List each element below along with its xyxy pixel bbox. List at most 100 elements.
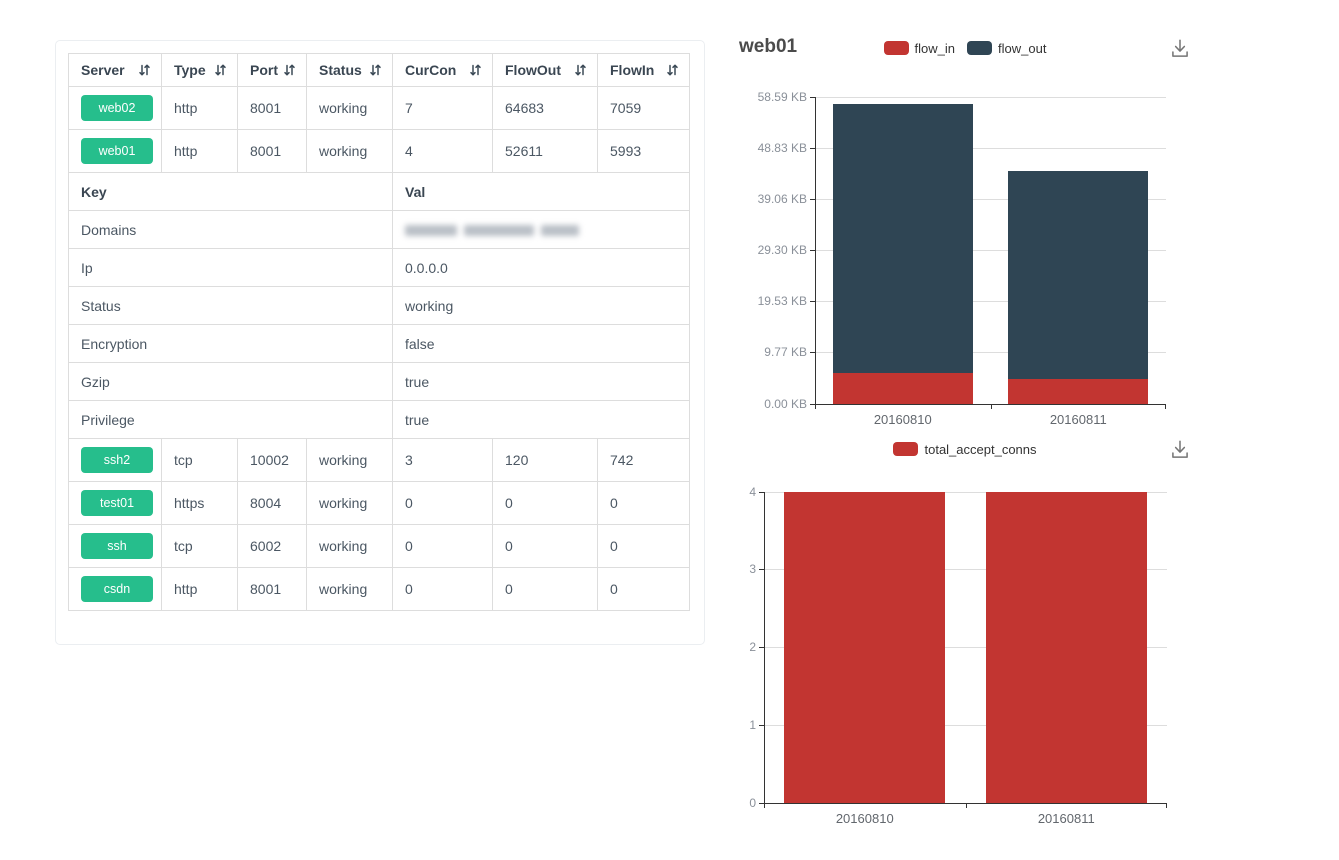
y-axis-tick [759, 569, 764, 570]
legend-label: flow_in [914, 40, 956, 56]
cell-curcon: 7 [392, 86, 493, 130]
y-axis-label: 4 [749, 485, 756, 499]
y-axis-tick [759, 725, 764, 726]
gridline [815, 97, 1166, 98]
sort-icon [575, 64, 586, 76]
server-badge[interactable]: ssh [81, 533, 153, 559]
cell-type: https [161, 481, 238, 525]
cell-port: 8001 [237, 86, 307, 130]
x-axis-label: 20160810 [835, 811, 894, 826]
column-header-status[interactable]: Status [306, 53, 393, 87]
server-badge[interactable]: test01 [81, 490, 153, 516]
gridline [764, 569, 1167, 570]
download-icon[interactable] [1168, 37, 1192, 61]
server-badge[interactable]: csdn [81, 576, 153, 602]
gridline [815, 301, 1166, 302]
column-header-server[interactable]: Server [68, 53, 162, 87]
column-header-port[interactable]: Port [237, 53, 307, 87]
y-axis-tick [810, 301, 815, 302]
download-icon [1172, 440, 1188, 458]
kv-val: 0.0.0.0 [392, 248, 690, 287]
cell-status: working [306, 129, 393, 173]
legend-label: total_accept_conns [924, 441, 1037, 457]
y-axis-tick [810, 404, 815, 405]
conns-chart-plot: 0 1 2 3 4 20160810 20160811 [749, 485, 1167, 826]
column-label: Port [250, 62, 278, 78]
kv-val: false [392, 324, 690, 363]
x-axis-label: 20160810 [873, 412, 932, 427]
gridline [764, 725, 1167, 726]
cell-curcon: 0 [392, 481, 493, 525]
download-icon [1172, 39, 1188, 57]
column-header-type[interactable]: Type [161, 53, 238, 87]
cell-flowin: 742 [597, 438, 690, 482]
sort-icon [370, 64, 381, 76]
cell-curcon: 3 [392, 438, 493, 482]
legend-item-flow_out[interactable]: flow_out [967, 41, 1046, 56]
chart1-legend: flow_in flow_out [739, 39, 1191, 57]
sort-icon [667, 64, 678, 76]
chart2-legend: total_accept_conns [739, 440, 1191, 458]
kv-key: Ip [68, 248, 393, 287]
bar-total_accept_conns-20160810 [784, 492, 946, 803]
y-axis-tick [810, 352, 815, 353]
cell-type: http [161, 567, 238, 611]
server-badge[interactable]: web02 [81, 95, 153, 121]
column-header-flowout[interactable]: FlowOut [492, 53, 598, 87]
cell-server: web02 [68, 86, 162, 130]
y-axis-label: 0.00 KB [764, 397, 807, 411]
cell-curcon: 0 [392, 567, 493, 611]
server-row-web01[interactable]: web01 http 8001 working 4 52611 5993 [68, 129, 690, 173]
server-row-ssh2[interactable]: ssh2 tcp 10002 working 3 120 742 [68, 438, 690, 482]
legend-item-total_accept_conns[interactable]: total_accept_conns [893, 441, 1037, 457]
download-icon[interactable] [1168, 438, 1192, 462]
kv-key: Domains [68, 210, 393, 249]
cell-port: 8001 [237, 129, 307, 173]
cell-flowin: 0 [597, 481, 690, 525]
column-label: Status [319, 62, 362, 78]
bar-flow_out-20160811 [1008, 171, 1149, 380]
gridline [815, 250, 1166, 251]
bar-flow_in-20160810 [832, 373, 973, 404]
gridline [815, 199, 1166, 200]
cell-curcon: 4 [392, 129, 493, 173]
y-axis-label: 2 [749, 640, 756, 654]
kv-row-ip: Ip 0.0.0.0 [68, 248, 690, 287]
cell-status: working [306, 524, 393, 568]
legend-item-flow_in[interactable]: flow_in [883, 40, 956, 56]
server-row-csdn[interactable]: csdn http 8001 working 0 0 0 [68, 567, 690, 611]
kv-val-header: Val [392, 172, 690, 211]
cell-flowin: 0 [597, 567, 690, 611]
cell-type: http [161, 86, 238, 130]
server-badge[interactable]: ssh2 [81, 447, 153, 473]
y-axis-tick [810, 250, 815, 251]
cell-flowout: 0 [492, 481, 598, 525]
y-axis-line [764, 492, 765, 808]
cell-curcon: 0 [392, 524, 493, 568]
server-badge[interactable]: web01 [81, 138, 153, 164]
cell-flowout: 0 [492, 567, 598, 611]
y-axis-label: 1 [749, 718, 756, 732]
gridline [815, 352, 1166, 353]
cell-status: working [306, 438, 393, 482]
flow-chart-plot: 0.00 KB 9.77 KB 19.53 KB 29.30 KB 39.06 KB 48… [758, 90, 1166, 427]
y-axis-label: 3 [749, 562, 756, 576]
cell-type: tcp [161, 438, 238, 482]
column-header-curcon[interactable]: CurCon [392, 53, 493, 87]
server-row-test01[interactable]: test01 https 8004 working 0 0 0 [68, 481, 690, 525]
column-label: CurCon [405, 62, 457, 78]
server-table-card: Server Type Port Status CurCon FlowOut FlowIn … [55, 40, 705, 645]
cell-status: working [306, 567, 393, 611]
server-row-ssh[interactable]: ssh tcp 6002 working 0 0 0 [68, 524, 690, 568]
cell-flowout: 52611 [492, 129, 598, 173]
x-axis-tick [815, 404, 816, 409]
x-axis-tick [965, 803, 967, 808]
column-header-flowin[interactable]: FlowIn [597, 53, 690, 87]
y-axis-label: 19.53 KB [757, 294, 807, 308]
x-axis-tick [764, 803, 765, 808]
y-axis-label: 29.30 KB [757, 243, 807, 257]
bar-flow_in-20160811 [1008, 379, 1149, 404]
kv-key: Status [68, 286, 393, 325]
server-row-web02[interactable]: web02 http 8001 working 7 64683 7059 [68, 86, 690, 130]
